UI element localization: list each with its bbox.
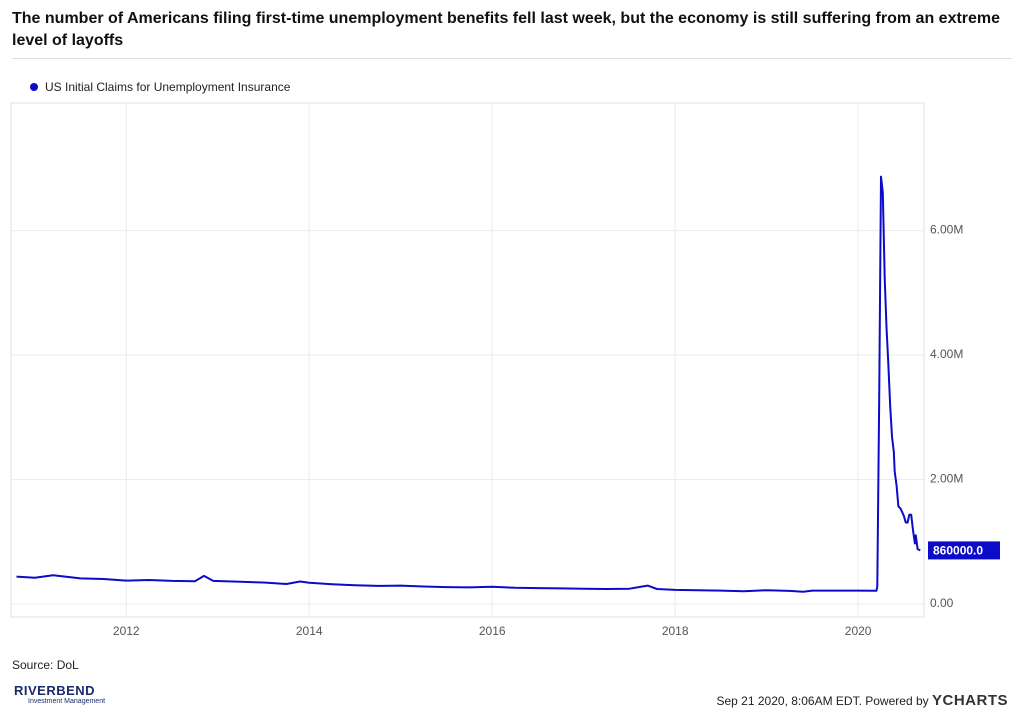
plot-frame bbox=[10, 102, 925, 618]
value-label: 860000.0 bbox=[933, 544, 983, 558]
y-tick-label: 6.00M bbox=[930, 223, 963, 237]
x-tick-label: 2018 bbox=[662, 624, 689, 638]
logo-tagline: Investment Management bbox=[28, 698, 106, 705]
logo: RIVERBEND Investment Management bbox=[14, 682, 105, 705]
brand: YCHARTS bbox=[931, 692, 1008, 709]
line bbox=[16, 175, 921, 593]
x-tick-label: 2014 bbox=[296, 624, 323, 638]
x-tick-label: 2012 bbox=[113, 624, 140, 638]
x-tick-label: 2016 bbox=[479, 624, 506, 638]
footer: Sep 21 2020, 8:06AM EDT. Powered by YCHA… bbox=[717, 692, 1009, 709]
legend-marker bbox=[30, 83, 38, 91]
x-tick-label: 2020 bbox=[845, 624, 872, 638]
value-label-box bbox=[928, 541, 1000, 560]
logo-name: RIVERBEND bbox=[14, 683, 96, 698]
legend-label: US Initial Claims for Unemployment Insur… bbox=[45, 80, 291, 94]
chart-title: The number of Americans filing first-tim… bbox=[12, 10, 1001, 49]
y-tick-label: 2.00M bbox=[930, 472, 963, 486]
y-tick-label: 4.00M bbox=[930, 347, 963, 361]
y-tick-label: 0.00 bbox=[930, 596, 954, 610]
footer-text: Sep 21 2020, 8:06AM EDT. Powered by bbox=[716, 694, 929, 708]
source: Source: DoL bbox=[12, 658, 79, 672]
separator bbox=[12, 58, 1012, 59]
